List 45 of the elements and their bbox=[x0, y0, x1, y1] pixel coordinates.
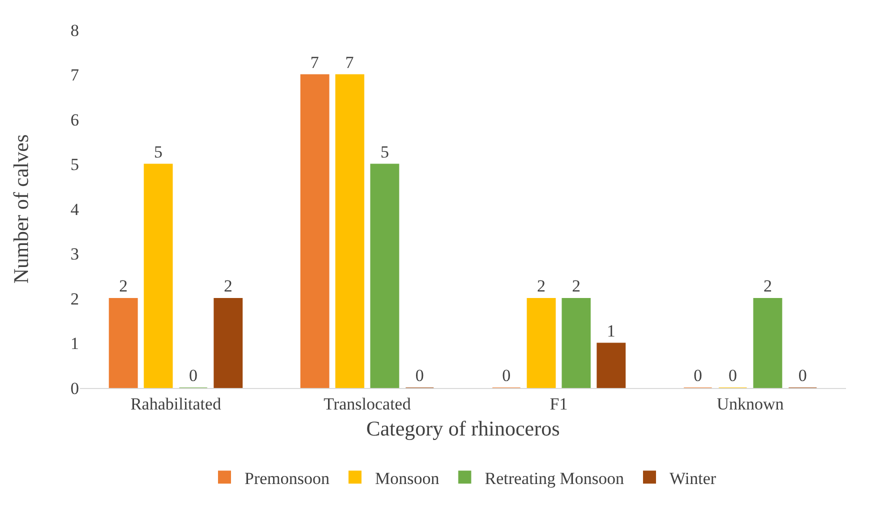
legend-label: Monsoon bbox=[375, 468, 440, 488]
y-axis-title: Number of calves bbox=[9, 134, 33, 284]
bar bbox=[370, 164, 400, 388]
bar bbox=[562, 298, 591, 388]
bar bbox=[753, 298, 782, 388]
y-tick-label: 4 bbox=[70, 200, 80, 219]
data-label: 0 bbox=[502, 366, 511, 385]
data-label: 2 bbox=[572, 276, 580, 296]
data-label: 2 bbox=[763, 276, 772, 296]
bar bbox=[144, 164, 173, 388]
y-tick-label: 0 bbox=[70, 378, 79, 398]
bar bbox=[335, 74, 364, 388]
data-label: 7 bbox=[345, 52, 354, 72]
bar bbox=[214, 298, 243, 388]
y-tick-label: 3 bbox=[70, 244, 79, 264]
x-tick-label: Rahabilitated bbox=[130, 394, 222, 414]
data-label: 0 bbox=[728, 366, 738, 385]
data-label: 2 bbox=[119, 276, 128, 296]
bar bbox=[300, 74, 330, 388]
data-label: 0 bbox=[694, 366, 702, 385]
data-label: 2 bbox=[537, 276, 546, 296]
x-tick-label: Unknown bbox=[716, 394, 784, 414]
y-tick-label: 6 bbox=[70, 110, 79, 130]
data-label: 7 bbox=[310, 52, 320, 72]
y-tick-label: 2 bbox=[70, 289, 79, 308]
x-tick-label: F1 bbox=[550, 394, 568, 414]
data-label: 0 bbox=[415, 366, 424, 385]
bar bbox=[108, 298, 138, 388]
bar bbox=[526, 298, 556, 388]
data-label: 1 bbox=[606, 321, 616, 340]
legend-label: Winter bbox=[670, 468, 716, 488]
data-label: 5 bbox=[380, 142, 389, 162]
y-tick-label: 1 bbox=[70, 334, 79, 354]
y-tick-label: 7 bbox=[70, 66, 80, 85]
data-label: 0 bbox=[798, 366, 807, 385]
data-label: 0 bbox=[188, 366, 198, 385]
legend-label: Retreating Monsoon bbox=[484, 468, 625, 488]
data-label: 2 bbox=[224, 276, 232, 296]
legend-label: Premonsoon bbox=[244, 468, 330, 488]
y-tick-label: 8 bbox=[70, 20, 79, 40]
y-tick-label: 5 bbox=[70, 155, 79, 174]
bar bbox=[596, 342, 626, 388]
x-tick-label: Translocated bbox=[324, 394, 412, 414]
x-axis-title: Category of rhinoceros bbox=[366, 416, 560, 441]
data-label: 5 bbox=[154, 142, 163, 162]
